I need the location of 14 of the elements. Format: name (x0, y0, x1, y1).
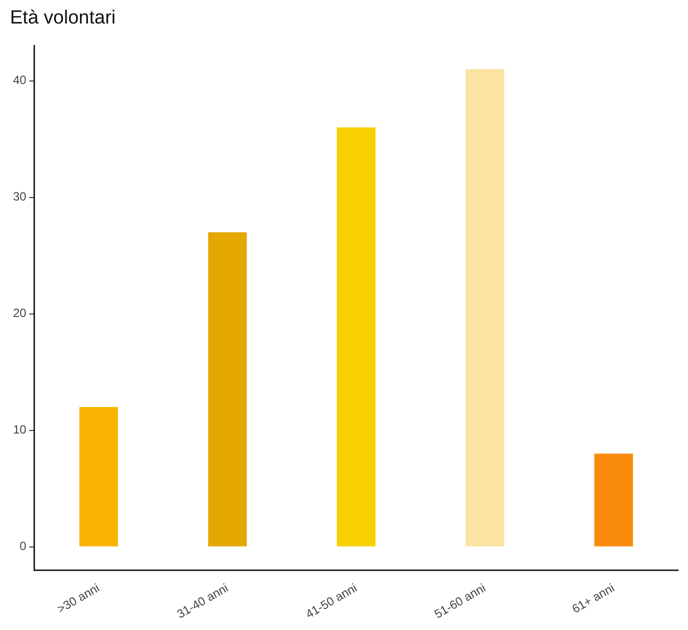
x-tick-label: >30 anni (54, 580, 102, 616)
x-tick-label: 41-50 anni (303, 580, 360, 622)
y-tick-label: 40 (12, 73, 27, 88)
y-tick-label: 20 (12, 306, 27, 320)
bar (336, 127, 376, 546)
bar (466, 69, 504, 546)
y-tick-label: 0 (20, 539, 27, 554)
chart-title: Età volontari (10, 8, 116, 29)
bar (208, 232, 247, 546)
bar (594, 454, 633, 546)
y-tick-label: 30 (12, 190, 27, 204)
x-tick-label: 61+ anni (570, 580, 617, 616)
y-tick-label: 10 (12, 422, 27, 437)
bar (79, 407, 118, 546)
